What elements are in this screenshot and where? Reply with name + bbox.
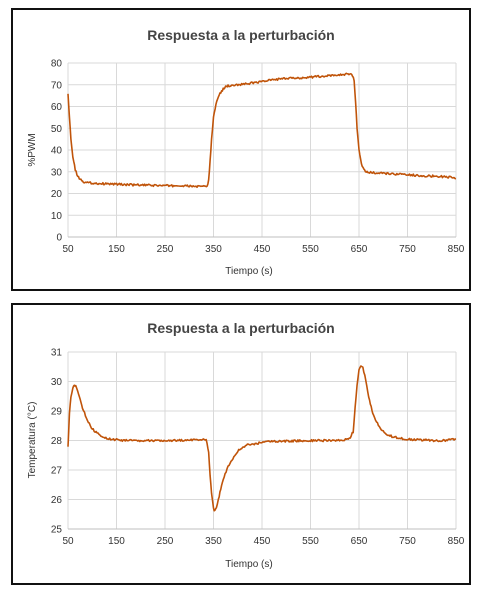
y-tick-label: 29 bbox=[51, 407, 63, 418]
x-tick-label: 550 bbox=[302, 536, 319, 547]
x-tick-label: 50 bbox=[62, 244, 74, 255]
temperature-chart: Respuesta a la perturbación 25 26 27 28 29 30… bbox=[27, 320, 465, 570]
y-tick-label: 28 bbox=[51, 436, 63, 447]
y-tick-label: 60 bbox=[51, 102, 63, 113]
y-tick-label: 31 bbox=[51, 348, 63, 359]
x-tick-label: 750 bbox=[399, 536, 416, 547]
pwm-series-line bbox=[67, 72, 457, 189]
x-axis-label: Tiempo (s) bbox=[225, 559, 272, 570]
chart-title: Respuesta a la perturbación bbox=[147, 320, 335, 336]
y-tick-label: 25 bbox=[51, 525, 63, 536]
x-tick-label: 150 bbox=[108, 536, 125, 547]
y-tick-label: 80 bbox=[51, 59, 63, 70]
temperature-series-line bbox=[67, 365, 457, 512]
y-tick-label: 40 bbox=[51, 146, 63, 157]
y-tick-label: 50 bbox=[51, 124, 63, 135]
y-tick-label: 20 bbox=[51, 189, 63, 200]
x-tick-label: 650 bbox=[351, 536, 368, 547]
x-tick-label: 850 bbox=[448, 244, 465, 255]
x-tick-label: 750 bbox=[399, 244, 416, 255]
y-tick-label: 10 bbox=[51, 211, 63, 222]
y-tick-label: 30 bbox=[51, 377, 63, 388]
x-tick-label: 250 bbox=[157, 244, 174, 255]
y-tick-label: 70 bbox=[51, 80, 63, 91]
x-tick-label: 350 bbox=[205, 244, 222, 255]
y-axis-label: %PWM bbox=[27, 133, 38, 166]
x-tick-label: 350 bbox=[205, 536, 222, 547]
chart-panel-temperature: Respuesta a la perturbación 25 26 27 28 29 30… bbox=[11, 303, 471, 585]
x-tick-label: 150 bbox=[108, 244, 125, 255]
y-tick-label: 27 bbox=[51, 466, 63, 477]
y-tick-label: 0 bbox=[56, 233, 62, 244]
x-tick-label: 50 bbox=[62, 536, 74, 547]
x-tick-label: 850 bbox=[448, 536, 465, 547]
x-tick-label: 550 bbox=[302, 244, 319, 255]
pwm-chart: Respuesta a la perturbación 0 10 20 30 40 50 6… bbox=[27, 27, 465, 277]
x-tick-label: 650 bbox=[351, 244, 368, 255]
chart-title: Respuesta a la perturbación bbox=[147, 27, 335, 43]
chart-panel-pwm: Respuesta a la perturbación 0 10 20 30 40 50 6… bbox=[11, 8, 471, 291]
y-tick-label: 26 bbox=[51, 495, 63, 506]
x-tick-label: 450 bbox=[254, 536, 271, 547]
y-tick-label: 30 bbox=[51, 167, 63, 178]
x-tick-label: 250 bbox=[157, 536, 174, 547]
x-axis-label: Tiempo (s) bbox=[225, 266, 272, 277]
x-tick-label: 450 bbox=[254, 244, 271, 255]
y-axis-label: Temperatura (°C) bbox=[27, 402, 38, 479]
